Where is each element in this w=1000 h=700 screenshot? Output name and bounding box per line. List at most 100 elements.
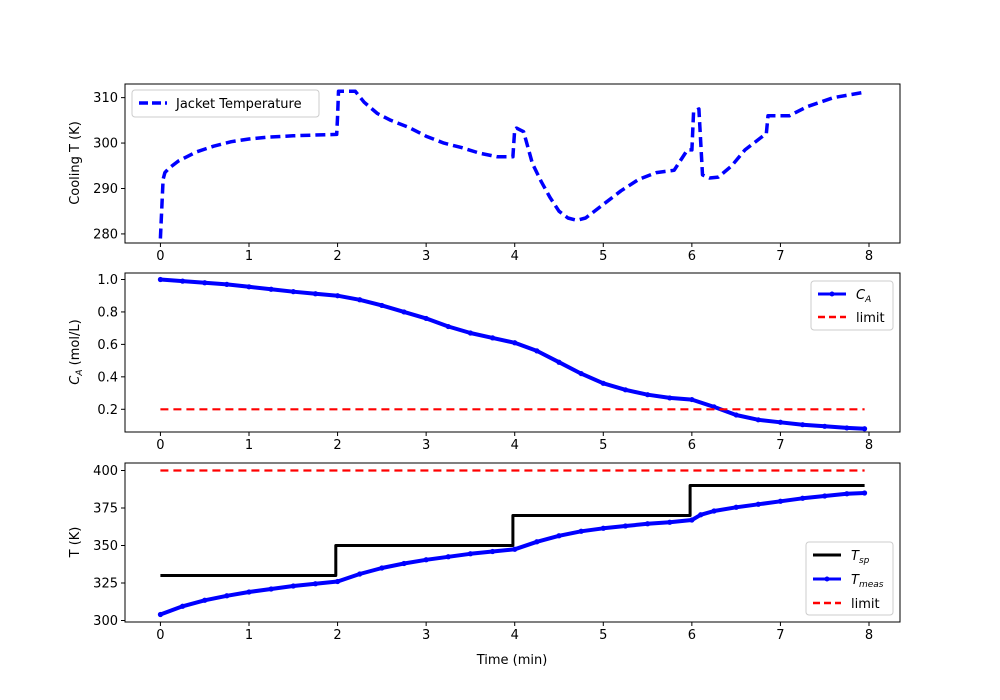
y-axis-label-3: T (K) <box>68 527 83 559</box>
data-point-c-a <box>733 412 739 418</box>
data-point-c-a <box>600 380 606 386</box>
x-tick-label: 0 <box>156 628 164 643</box>
legend-marker-ca <box>829 291 835 297</box>
data-point-c-a <box>290 289 296 295</box>
y-tick-label: 0.2 <box>97 403 118 418</box>
data-point-c-a <box>489 335 496 341</box>
x-tick-label: 1 <box>245 628 253 643</box>
data-point-t-meas <box>777 498 784 504</box>
legend-box-3 <box>805 541 894 616</box>
data-point-c-a <box>379 302 385 309</box>
data-point-c-a <box>401 309 407 315</box>
y-ticks-3: 300 325 350 375 400 <box>93 464 125 629</box>
data-point-t-meas <box>224 593 230 599</box>
series-line-t-sp <box>160 484 865 577</box>
x-tick-label: 5 <box>599 628 607 643</box>
y-tick-label: 300 <box>93 614 118 629</box>
data-point-t-meas <box>861 490 868 496</box>
data-point-t-meas <box>755 501 761 507</box>
data-point-c-a <box>711 404 717 410</box>
y-tick-label: 400 <box>93 464 118 479</box>
data-point-c-a <box>467 330 474 336</box>
data-point-c-a <box>445 323 451 330</box>
x-tick-label: 5 <box>599 249 607 264</box>
data-point-c-a <box>224 281 230 287</box>
legend-label-limit-3: limit <box>851 597 880 612</box>
series-group-3 <box>157 469 868 618</box>
data-point-t-meas <box>312 581 319 587</box>
y-tick-label: 325 <box>93 577 118 592</box>
data-point-c-a <box>861 426 868 432</box>
data-point-t-meas <box>290 583 296 589</box>
data-point-t-meas <box>733 504 739 510</box>
data-point-c-a <box>268 286 274 292</box>
y-tick-label: 290 <box>93 182 118 197</box>
subplot-reactor-temperature: 0 1 2 3 4 5 6 7 8 300 325 350 375 400 T (K) Time (mi… <box>68 462 901 668</box>
data-point-t-meas <box>489 548 496 555</box>
data-point-c-a <box>179 278 186 284</box>
legend-1: Jacket Temperature <box>131 89 320 118</box>
x-tick-label: 3 <box>422 628 430 643</box>
data-point-c-a <box>534 348 540 354</box>
x-tick-label: 2 <box>333 628 341 643</box>
x-ticks-2: 0 1 2 3 4 5 6 7 8 <box>156 432 873 453</box>
data-point-t-meas <box>157 611 164 618</box>
data-point-t-meas <box>202 597 208 603</box>
legend-label-ca: CA <box>856 288 871 305</box>
x-ticks-1: 0 1 2 3 4 5 6 7 8 <box>156 243 873 264</box>
series-group-2 <box>157 276 868 432</box>
y-tick-label: 310 <box>93 91 118 106</box>
data-point-c-a <box>822 423 828 429</box>
y-ticks-1: 280 290 300 310 <box>93 91 125 242</box>
data-point-t-meas <box>822 493 828 499</box>
data-point-t-meas <box>467 551 474 557</box>
data-point-c-a <box>312 291 319 297</box>
y-axis-label-1: Cooling T (K) <box>68 121 83 205</box>
x-tick-label: 0 <box>156 438 164 453</box>
data-point-t-meas <box>667 519 673 525</box>
data-point-c-a <box>844 425 850 431</box>
series-group-1 <box>158 89 865 239</box>
data-point-t-meas <box>556 533 562 539</box>
x-tick-label: 1 <box>245 438 253 453</box>
data-point-t-meas <box>578 528 584 534</box>
plot-area-2 <box>124 272 901 433</box>
legend-box-1 <box>131 89 320 118</box>
y-tick-label: 300 <box>93 137 118 152</box>
x-tick-label: 8 <box>865 438 873 453</box>
data-point-t-meas <box>698 512 704 518</box>
data-point-t-meas <box>799 495 806 501</box>
x-tick-label: 8 <box>865 628 873 643</box>
data-point-t-meas <box>512 546 518 552</box>
x-tick-label: 3 <box>422 249 430 264</box>
data-point-c-a <box>202 280 208 286</box>
y-ticks-2: 0.2 0.4 0.6 0.8 1.0 <box>97 273 125 418</box>
data-point-t-meas <box>357 571 363 577</box>
data-point-c-a <box>357 297 363 303</box>
legend-label-limit-2: limit <box>856 311 885 326</box>
data-point-c-a <box>755 417 761 423</box>
data-point-t-meas <box>423 557 429 563</box>
data-point-c-a <box>246 284 252 290</box>
data-point-t-meas <box>334 578 341 585</box>
x-tick-label: 8 <box>865 249 873 264</box>
data-point-c-a <box>512 340 518 346</box>
y-tick-label: 1.0 <box>97 273 118 288</box>
x-tick-label: 6 <box>688 249 696 264</box>
data-point-t-meas <box>445 554 451 560</box>
y-tick-label: 375 <box>93 502 118 517</box>
x-tick-label: 1 <box>245 249 253 264</box>
series-line-t-meas <box>159 491 865 617</box>
y-tick-label: 0.8 <box>97 305 118 320</box>
y-tick-label: 350 <box>93 539 118 554</box>
data-point-c-a <box>689 396 695 403</box>
data-point-t-meas <box>379 565 385 571</box>
x-tick-label: 4 <box>511 628 519 643</box>
x-tick-label: 7 <box>776 249 784 264</box>
series-line-jacket-temperature <box>158 89 865 239</box>
data-point-t-meas <box>689 517 695 523</box>
data-point-c-a <box>423 315 429 322</box>
data-point-c-a <box>667 395 673 401</box>
x-tick-label: 6 <box>688 628 696 643</box>
x-tick-label: 4 <box>511 249 519 264</box>
